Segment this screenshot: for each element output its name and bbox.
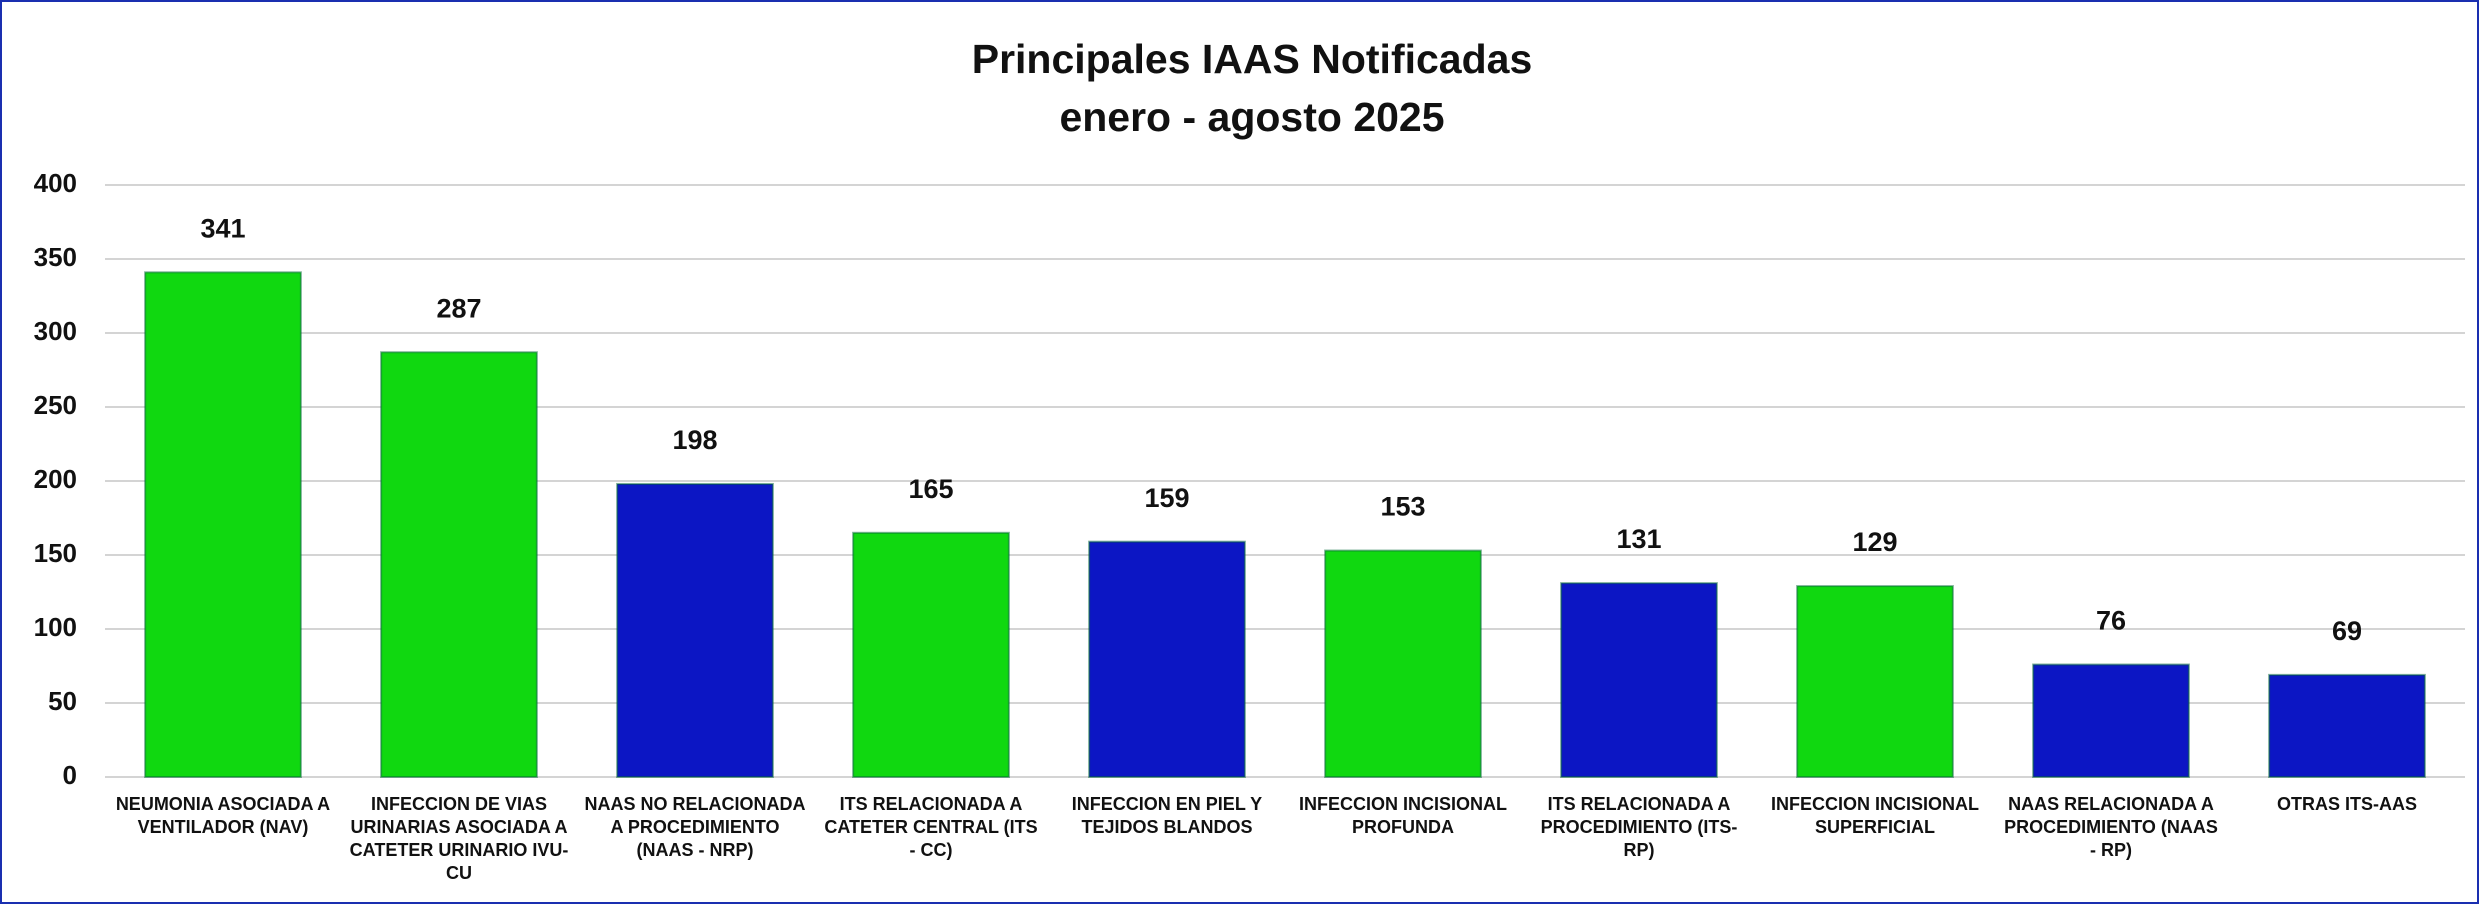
bar	[1796, 585, 1954, 779]
x-tick-label: NAAS RELACIONADA A PROCEDIMIENTO (NAAS -…	[2004, 794, 2218, 860]
y-tick-label: 350	[34, 242, 77, 272]
x-tick-label: OTRAS ITS-AAS	[2276, 794, 2417, 814]
bar	[616, 482, 774, 778]
x-tick-label: INFECCION EN PIEL Y TEJIDOS BLANDOS	[1071, 794, 1263, 837]
data-label: 76	[2096, 606, 2126, 636]
x-tick-label: ITS RELACIONADA A PROCEDIMIENTO (ITS-RP)	[1540, 794, 1738, 860]
bar	[1324, 549, 1482, 778]
y-tick-label: 300	[34, 316, 77, 346]
data-label: 165	[908, 474, 953, 504]
data-label: 198	[672, 425, 717, 455]
bar	[380, 351, 538, 778]
y-tick-label: 150	[34, 538, 77, 568]
bar	[1088, 540, 1246, 778]
data-label: 131	[1616, 524, 1661, 554]
data-label: 153	[1380, 492, 1425, 522]
y-tick-label: 100	[34, 612, 77, 642]
x-tick-label: NAAS NO RELACIONADA A PROCEDIMIENTO (NAA…	[584, 794, 806, 860]
x-tick-label: INFECCION DE VIAS URINARIAS ASOCIADA A C…	[349, 794, 569, 883]
y-tick-label: 400	[34, 168, 77, 198]
y-tick-label: 200	[34, 464, 77, 494]
chart-subtitle: enero - agosto 2025	[1059, 94, 1444, 140]
data-label: 341	[200, 213, 245, 243]
data-label: 69	[2332, 616, 2362, 646]
x-tick-label: INFECCION INCISIONAL PROFUNDA	[1298, 794, 1507, 837]
bar	[144, 271, 302, 778]
data-label: 287	[436, 293, 481, 323]
y-tick-label: 0	[63, 760, 77, 790]
x-tick-label: NEUMONIA ASOCIADA A VENTILADOR (NAV)	[115, 794, 331, 837]
y-tick-label: 50	[48, 686, 77, 716]
x-tick-label: INFECCION INCISIONAL SUPERFICIAL	[1770, 794, 1979, 837]
data-label: 159	[1144, 483, 1189, 513]
x-tick-label: ITS RELACIONADA A CATETER CENTRAL (ITS -…	[824, 794, 1038, 860]
data-label: 129	[1852, 527, 1897, 557]
bar	[852, 531, 1010, 778]
y-tick-label: 250	[34, 390, 77, 420]
bar	[2032, 663, 2190, 779]
chart-title: Principales IAAS Notificadas	[972, 36, 1533, 82]
bar	[2268, 673, 2426, 779]
bar	[1560, 582, 1718, 778]
